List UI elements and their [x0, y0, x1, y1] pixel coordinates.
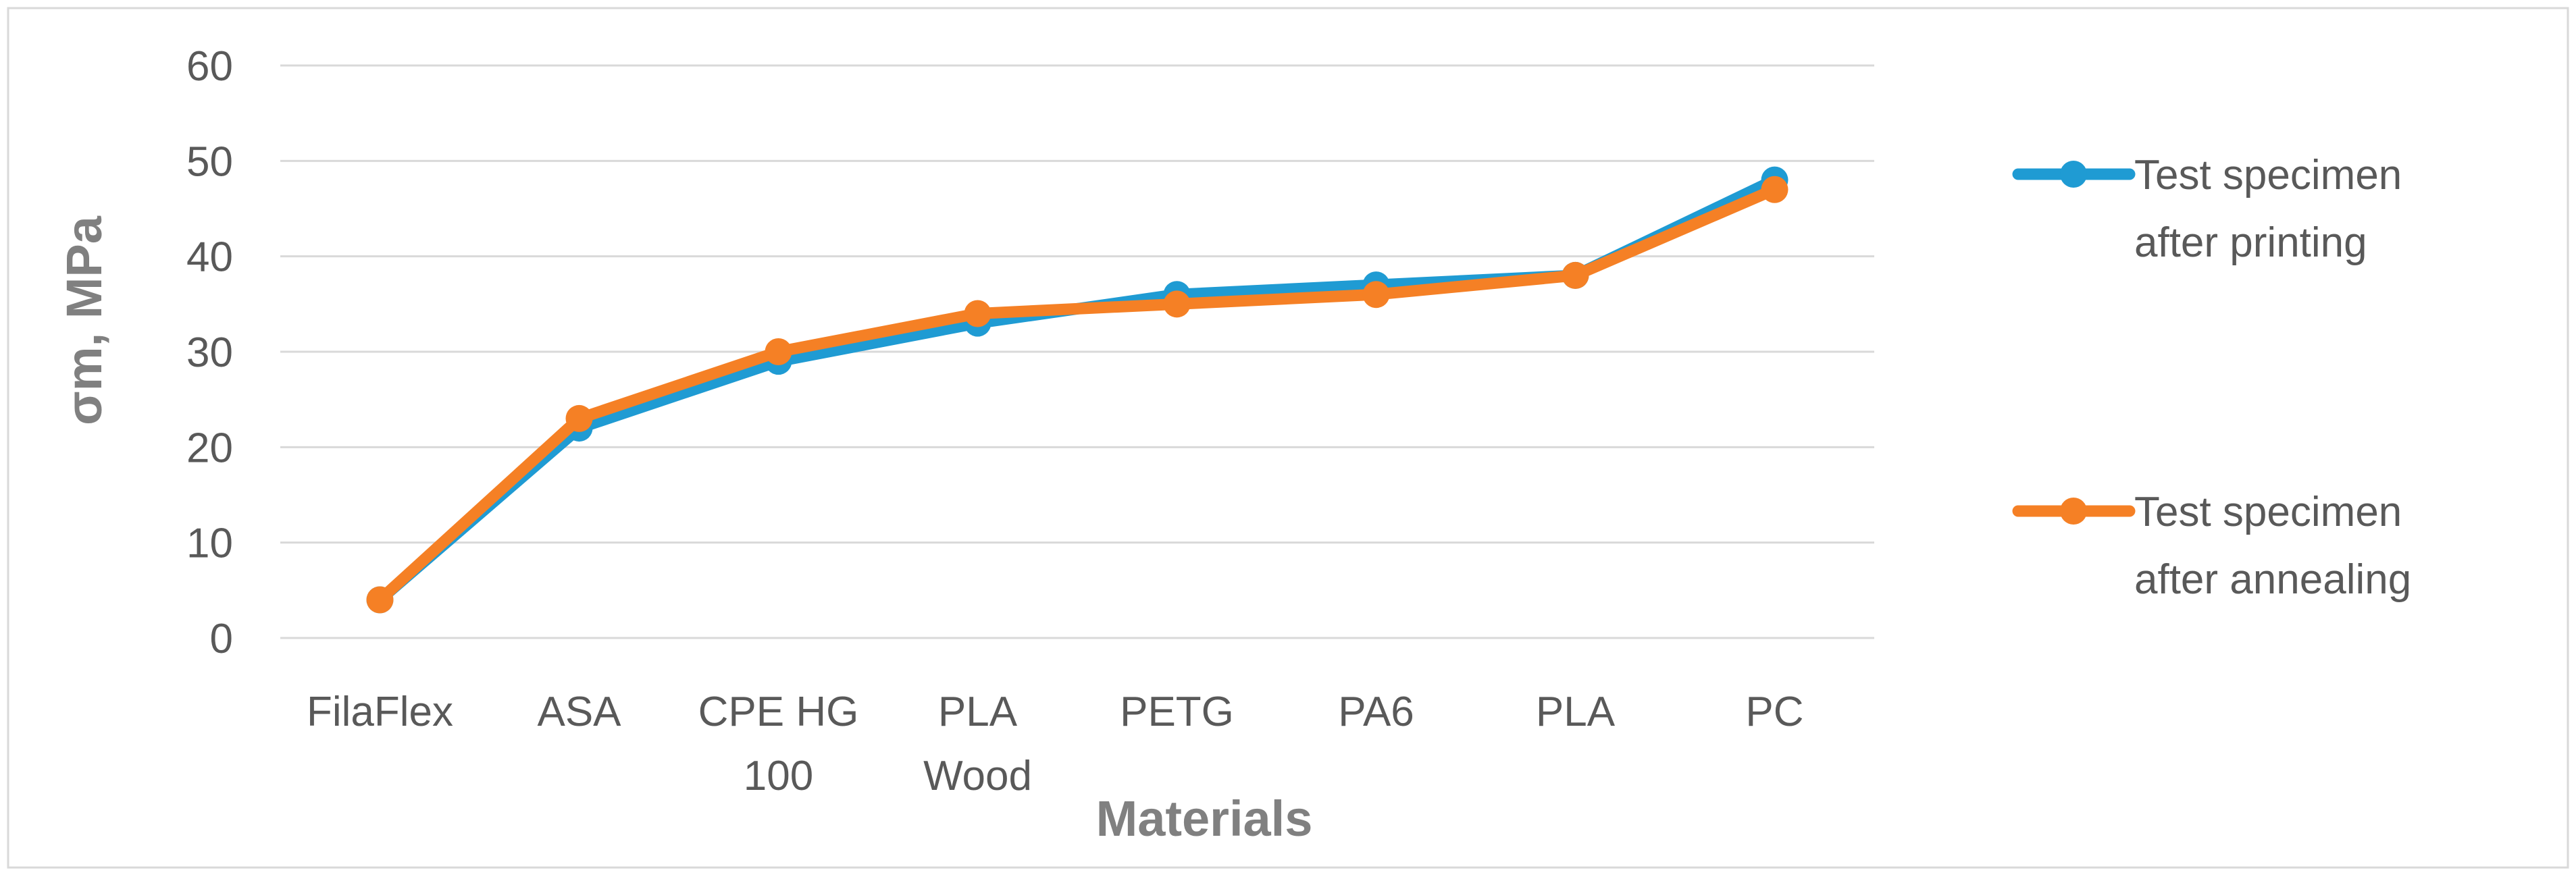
legend-label-line: Test specimen: [2134, 152, 2402, 198]
x-tick-label-line: ASA: [537, 689, 621, 735]
y-axis-ticks: 0 10 20 30 40 50 60: [186, 43, 233, 662]
data-point: [366, 586, 394, 614]
series-layer: [366, 166, 1788, 614]
chart-border: [7, 7, 2569, 869]
x-tick-label-line: 100: [744, 753, 813, 799]
legend-entry-2: Test specimen after annealing: [2012, 489, 2411, 603]
legend-label: Test specimen after printing: [2134, 152, 2402, 266]
x-tick-label-line: PLA: [938, 689, 1018, 735]
y-tick-label: 40: [186, 234, 233, 281]
data-point: [964, 300, 991, 327]
x-tick-label: PA6: [1338, 689, 1414, 735]
legend-label-line: after annealing: [2134, 556, 2411, 603]
x-tick-label-line: PLA: [1536, 689, 1616, 735]
legend-entry-1: Test specimen after printing: [2012, 152, 2402, 266]
x-tick-label: PLA Wood: [923, 689, 1032, 799]
legend-label-line: after printing: [2134, 219, 2367, 266]
y-tick-label: 20: [186, 425, 233, 471]
series-line: [374, 184, 1780, 606]
x-axis-ticks: FilaFlex ASA CPE HG 100 PLA Wood PETG PA6 PLA PC: [307, 689, 1804, 799]
x-tick-label: ASA: [537, 689, 621, 735]
data-point: [1562, 261, 1589, 289]
y-tick-label: 50: [186, 138, 233, 185]
y-tick-label: 0: [210, 616, 233, 662]
x-tick-label-line: PC: [1745, 689, 1803, 735]
data-point: [1163, 290, 1191, 318]
legend-marker: [2060, 498, 2087, 525]
data-point: [1761, 176, 1788, 203]
x-tick-label-line: CPE HG: [698, 689, 859, 735]
x-tick-label: CPE HG 100: [698, 689, 859, 799]
legend-marker: [2060, 161, 2087, 188]
x-tick-label: PC: [1745, 689, 1803, 735]
x-tick-label-line: FilaFlex: [307, 689, 453, 735]
y-tick-label: 10: [186, 521, 233, 567]
x-tick-label-line: Wood: [923, 753, 1032, 799]
x-tick-label-line: PETG: [1120, 689, 1234, 735]
legend-label-line: Test specimen: [2134, 489, 2402, 535]
x-tick-label: FilaFlex: [307, 689, 453, 735]
x-tick-label: PETG: [1120, 689, 1234, 735]
y-tick-label: 30: [186, 329, 233, 376]
y-axis-label: σm, MPa: [56, 215, 112, 425]
data-point: [1362, 281, 1390, 309]
data-point: [765, 338, 792, 365]
x-tick-label: PLA: [1536, 689, 1616, 735]
series-2: [366, 176, 1788, 614]
x-tick-label-line: PA6: [1338, 689, 1414, 735]
data-point: [565, 404, 593, 432]
y-tick-label: 60: [186, 43, 233, 90]
legend-label: Test specimen after annealing: [2134, 489, 2411, 603]
x-axis-label: Materials: [1096, 791, 1313, 847]
